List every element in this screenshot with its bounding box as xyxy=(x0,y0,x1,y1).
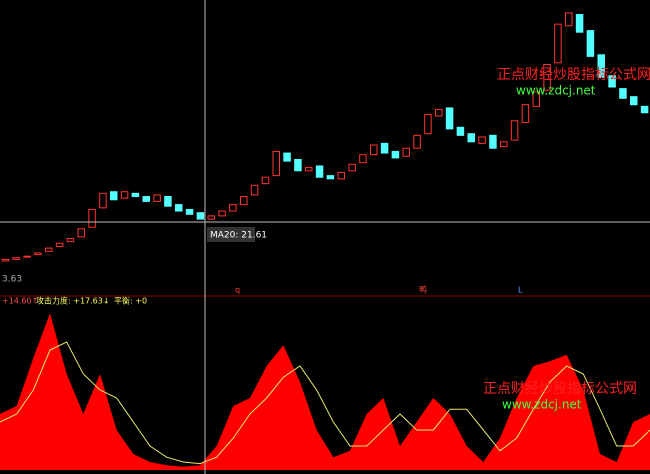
candle xyxy=(261,176,270,185)
watermark: www.zdcj.net xyxy=(516,84,596,98)
area xyxy=(0,313,650,470)
candle xyxy=(164,196,172,207)
candle xyxy=(23,255,31,258)
candle xyxy=(294,159,302,172)
candle xyxy=(435,109,443,117)
crosshair-label: MA20: 21.61 xyxy=(210,231,267,241)
candle xyxy=(380,142,389,154)
candle xyxy=(370,144,378,156)
candle xyxy=(185,208,194,215)
candle xyxy=(478,136,486,144)
candle xyxy=(240,196,248,206)
candle xyxy=(510,120,519,141)
candle xyxy=(99,192,107,209)
candle xyxy=(586,30,595,57)
candle xyxy=(55,242,64,247)
indicator-value: 平衡: +0 xyxy=(114,296,147,306)
candle xyxy=(445,107,454,130)
candle xyxy=(575,14,584,33)
candle xyxy=(207,215,215,220)
candle xyxy=(283,152,291,162)
candle xyxy=(305,167,313,172)
candle xyxy=(521,104,530,123)
indicator-panel xyxy=(0,313,650,470)
price-panel xyxy=(1,12,649,262)
candle xyxy=(196,212,205,220)
crosshair-label-bg xyxy=(207,227,255,242)
candle xyxy=(12,257,20,260)
candle xyxy=(131,192,140,198)
candle xyxy=(175,204,183,212)
candle xyxy=(88,208,96,228)
candle xyxy=(142,196,150,202)
candle xyxy=(597,54,605,78)
candle xyxy=(337,171,345,180)
candle xyxy=(630,96,638,106)
candle xyxy=(500,141,508,148)
price-label: 3.63 xyxy=(2,275,22,285)
candle xyxy=(489,134,497,149)
candle xyxy=(66,237,75,243)
candle xyxy=(402,147,410,157)
line xyxy=(0,341,650,465)
marker: L xyxy=(518,286,523,295)
candle xyxy=(272,150,280,177)
candle xyxy=(77,228,85,238)
candle xyxy=(424,113,432,135)
candle xyxy=(565,12,573,27)
candle xyxy=(640,105,649,114)
candle xyxy=(413,134,421,149)
marker: 鸭 xyxy=(419,285,427,295)
candle xyxy=(554,23,562,64)
candle xyxy=(120,191,129,199)
candle xyxy=(532,91,540,107)
watermark: 正点财经炒股指标公式网 xyxy=(497,67,650,83)
candle xyxy=(153,194,161,202)
candle xyxy=(218,210,226,217)
watermark: www.zdcj.net xyxy=(502,398,582,412)
candle xyxy=(608,75,616,88)
candle xyxy=(110,191,118,201)
candle xyxy=(467,133,475,143)
indicator-value: 攻击力度: +17.63↓ xyxy=(36,296,110,306)
candle xyxy=(619,88,627,99)
candle xyxy=(348,163,356,172)
candle xyxy=(250,184,259,196)
candle xyxy=(543,63,551,91)
candle xyxy=(34,252,42,256)
indicator-value: +14.60↑ xyxy=(2,297,38,306)
marker: q xyxy=(235,286,240,295)
watermark: 正点财经炒股指标公式网 xyxy=(483,381,637,397)
candle xyxy=(315,165,324,178)
candle xyxy=(229,204,237,212)
candle xyxy=(359,154,367,164)
candle xyxy=(456,126,465,136)
candle xyxy=(391,150,400,159)
candle xyxy=(326,175,335,180)
candle xyxy=(1,258,10,262)
candle xyxy=(45,247,53,252)
